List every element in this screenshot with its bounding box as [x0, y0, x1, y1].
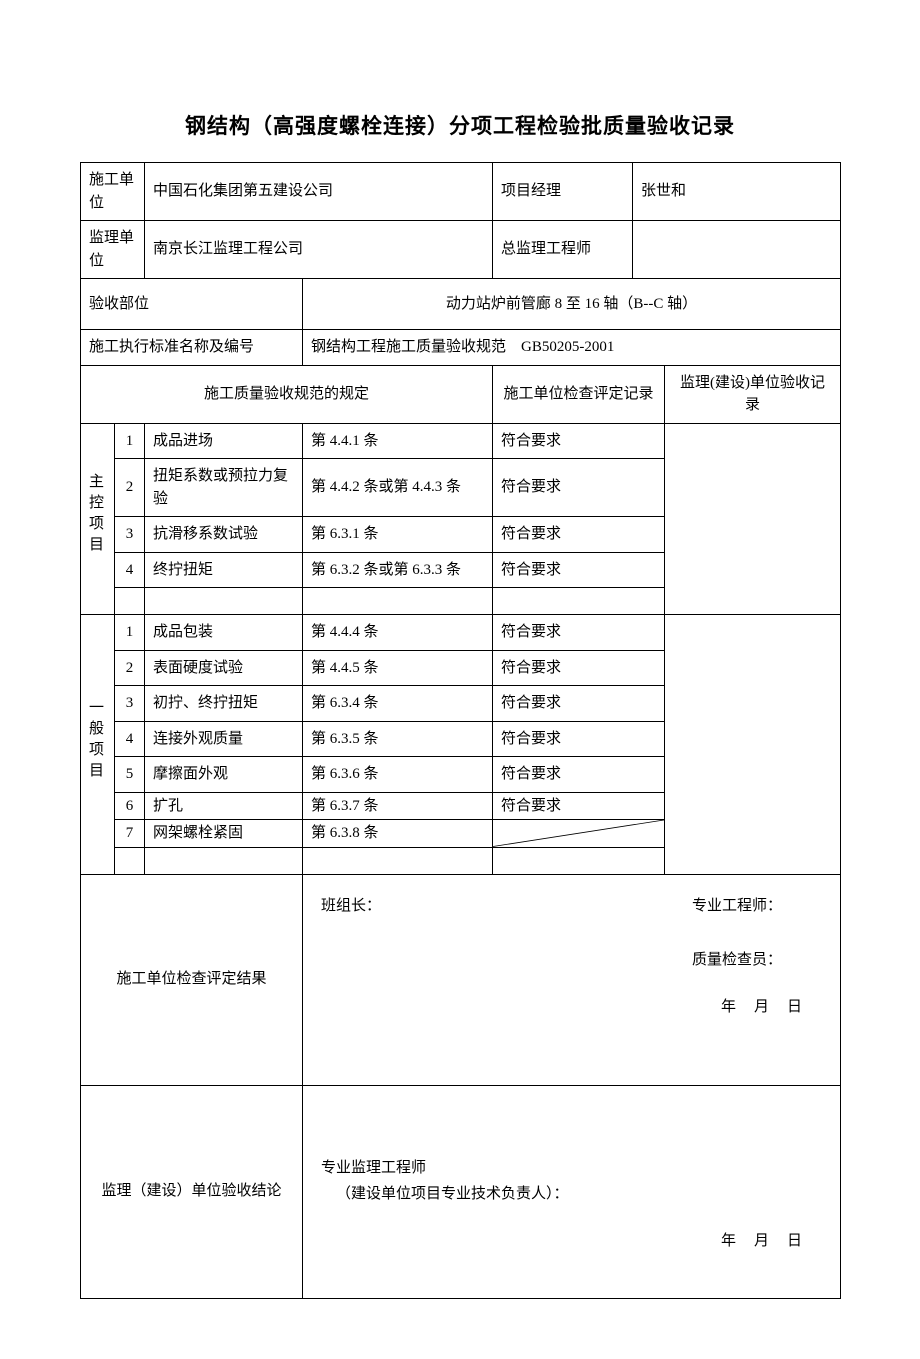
value-standard: 钢结构工程施工质量验收规范 GB50205-2001 — [303, 330, 841, 366]
label-supervision-engineer-sub: （建设单位项目专业技术负责人）： — [336, 1186, 569, 1202]
col-spec: 施工质量验收规范的规定 — [81, 365, 493, 423]
value-pm: 张世和 — [633, 163, 841, 221]
row-name: 扩孔 — [145, 792, 303, 820]
row-result-diagonal — [493, 820, 665, 848]
row-num: 2 — [115, 459, 145, 517]
row-result: 符合要求 — [493, 686, 665, 722]
row-result: 符合要求 — [493, 721, 665, 757]
row-result: 符合要求 — [493, 615, 665, 651]
value-construction-unit: 中国石化集团第五建设公司 — [145, 163, 493, 221]
value-chief-engineer — [633, 221, 841, 279]
row-clause: 第 6.3.6 条 — [303, 757, 493, 793]
value-accept-part: 动力站炉前管廊 8 至 16 轴（B--C 轴） — [303, 279, 841, 330]
label-supervision-unit: 监理单位 — [81, 221, 145, 279]
row-name: 连接外观质量 — [145, 721, 303, 757]
label-standard: 施工执行标准名称及编号 — [81, 330, 303, 366]
label-pro-engineer: 专业工程师： — [692, 895, 782, 918]
row-num: 7 — [115, 820, 145, 848]
row-result: 符合要求 — [493, 517, 665, 553]
section-b-label: 一般项目 — [81, 615, 115, 875]
date-line: 年月日 — [321, 1230, 822, 1253]
row-num: 3 — [115, 517, 145, 553]
row-num: 1 — [115, 615, 145, 651]
row-num: 4 — [115, 552, 145, 588]
row-result: 符合要求 — [493, 459, 665, 517]
row-clause: 第 6.3.1 条 — [303, 517, 493, 553]
label-supervision-engineer: 专业监理工程师 — [321, 1160, 426, 1176]
row-name: 表面硬度试验 — [145, 650, 303, 686]
value-supervision-unit: 南京长江监理工程公司 — [145, 221, 493, 279]
row-name: 成品进场 — [145, 423, 303, 459]
page-title: 钢结构（高强度螺栓连接）分项工程检验批质量验收记录 — [80, 110, 840, 140]
unit-result-row: 施工单位检查评定结果 班组长： 专业工程师： 质量检查员： 年月日 — [81, 874, 841, 1085]
row-clause: 第 6.3.4 条 — [303, 686, 493, 722]
section-b-supervision — [665, 615, 841, 875]
row-num: 6 — [115, 792, 145, 820]
row-name: 成品包装 — [145, 615, 303, 651]
row-name: 扭矩系数或预拉力复验 — [145, 459, 303, 517]
label-chief-engineer: 总监理工程师 — [493, 221, 633, 279]
column-header-row: 施工质量验收规范的规定 施工单位检查评定记录 监理(建设)单位验收记录 — [81, 365, 841, 423]
label-unit-result: 施工单位检查评定结果 — [81, 874, 303, 1085]
unit-result-signatures: 班组长： 专业工程师： 质量检查员： 年月日 — [303, 874, 841, 1085]
row-clause: 第 6.3.2 条或第 6.3.3 条 — [303, 552, 493, 588]
inspection-form-table: 施工单位 中国石化集团第五建设公司 项目经理 张世和 监理单位 南京长江监理工程… — [80, 162, 841, 1299]
date-line: 年月日 — [321, 996, 822, 1019]
row-num: 4 — [115, 721, 145, 757]
header-row-standard: 施工执行标准名称及编号 钢结构工程施工质量验收规范 GB50205-2001 — [81, 330, 841, 366]
label-qc: 质量检查员： — [692, 952, 782, 968]
row-num: 5 — [115, 757, 145, 793]
row-num: 3 — [115, 686, 145, 722]
col-unit-record: 施工单位检查评定记录 — [493, 365, 665, 423]
header-row-construction-unit: 施工单位 中国石化集团第五建设公司 项目经理 张世和 — [81, 163, 841, 221]
label-supervision-result: 监理（建设）单位验收结论 — [81, 1085, 303, 1298]
row-clause: 第 6.3.7 条 — [303, 792, 493, 820]
label-pm: 项目经理 — [493, 163, 633, 221]
label-construction-unit: 施工单位 — [81, 163, 145, 221]
row-name: 网架螺栓紧固 — [145, 820, 303, 848]
table-row: 一般项目 1 成品包装 第 4.4.4 条 符合要求 — [81, 615, 841, 651]
row-clause: 第 4.4.4 条 — [303, 615, 493, 651]
row-clause: 第 4.4.2 条或第 4.4.3 条 — [303, 459, 493, 517]
table-row: 主控项目 1 成品进场 第 4.4.1 条 符合要求 — [81, 423, 841, 459]
header-row-supervision-unit: 监理单位 南京长江监理工程公司 总监理工程师 — [81, 221, 841, 279]
row-name: 终拧扭矩 — [145, 552, 303, 588]
row-name: 初拧、终拧扭矩 — [145, 686, 303, 722]
row-clause: 第 6.3.5 条 — [303, 721, 493, 757]
row-result: 符合要求 — [493, 552, 665, 588]
row-result: 符合要求 — [493, 757, 665, 793]
supervision-result-row: 监理（建设）单位验收结论 专业监理工程师 （建设单位项目专业技术负责人）： 年月… — [81, 1085, 841, 1298]
label-accept-part: 验收部位 — [81, 279, 303, 330]
section-a-supervision — [665, 423, 841, 615]
row-name: 摩擦面外观 — [145, 757, 303, 793]
row-name: 抗滑移系数试验 — [145, 517, 303, 553]
row-result: 符合要求 — [493, 650, 665, 686]
label-team-leader: 班组长： — [321, 895, 381, 918]
header-row-accept-part: 验收部位 动力站炉前管廊 8 至 16 轴（B--C 轴） — [81, 279, 841, 330]
section-a-label: 主控项目 — [81, 423, 115, 615]
row-result: 符合要求 — [493, 423, 665, 459]
row-clause: 第 4.4.5 条 — [303, 650, 493, 686]
row-num: 1 — [115, 423, 145, 459]
supervision-result-signatures: 专业监理工程师 （建设单位项目专业技术负责人）： 年月日 — [303, 1085, 841, 1298]
row-result: 符合要求 — [493, 792, 665, 820]
row-num: 2 — [115, 650, 145, 686]
col-supervision-record: 监理(建设)单位验收记录 — [665, 365, 841, 423]
row-clause: 第 4.4.1 条 — [303, 423, 493, 459]
row-clause: 第 6.3.8 条 — [303, 820, 493, 848]
